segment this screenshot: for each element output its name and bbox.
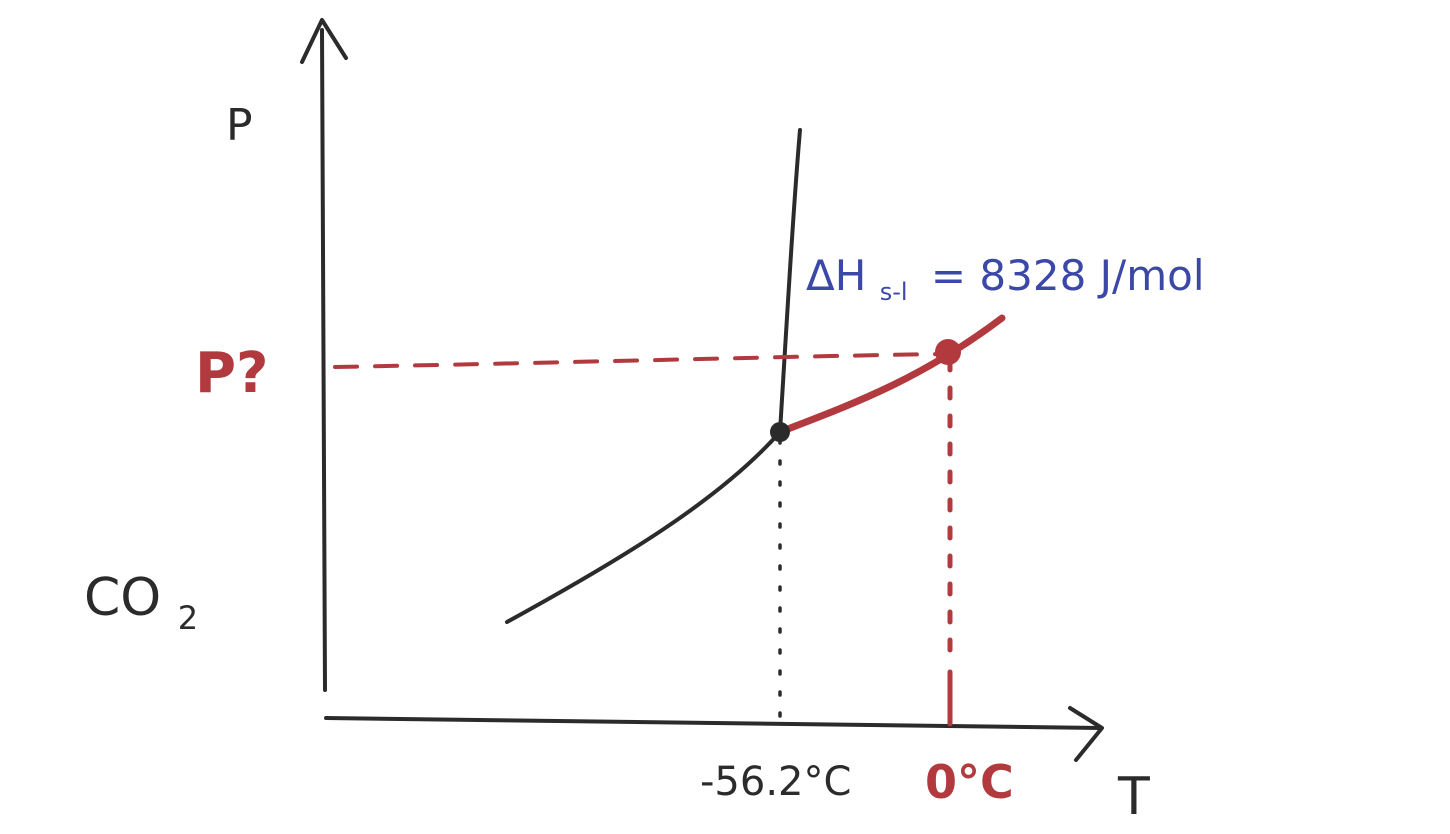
x-axis <box>324 716 1102 730</box>
substance-subscript: 2 <box>178 599 198 637</box>
delta-h-value: = 8328 J/mol <box>931 251 1205 300</box>
solid-gas-curve <box>505 430 782 624</box>
liquid-gas-curve <box>776 314 1006 436</box>
delta-h-subscript: s-l <box>880 278 908 306</box>
y-axis <box>320 28 327 692</box>
zero-celsius-label: 0°C <box>925 755 1014 809</box>
solid-liquid-curve <box>778 128 802 434</box>
target-point-marker <box>935 339 961 365</box>
delta-h-symbol: ΔH <box>806 251 866 300</box>
pressure-dashed-line <box>333 352 947 369</box>
triple-point-marker <box>770 422 790 442</box>
substance-name: CO <box>84 568 161 628</box>
substance-label: CO 2 <box>84 568 198 637</box>
x-axis-label: T <box>1117 767 1150 827</box>
pressure-unknown-label: P? <box>195 341 269 406</box>
arrow-up-icon <box>300 18 348 64</box>
triple-point-temperature-label: -56.2°C <box>700 759 851 805</box>
enthalpy-annotation: ΔH s-l = 8328 J/mol <box>806 251 1205 310</box>
y-axis-label: P <box>226 100 253 151</box>
arrow-right-icon <box>1068 706 1104 762</box>
